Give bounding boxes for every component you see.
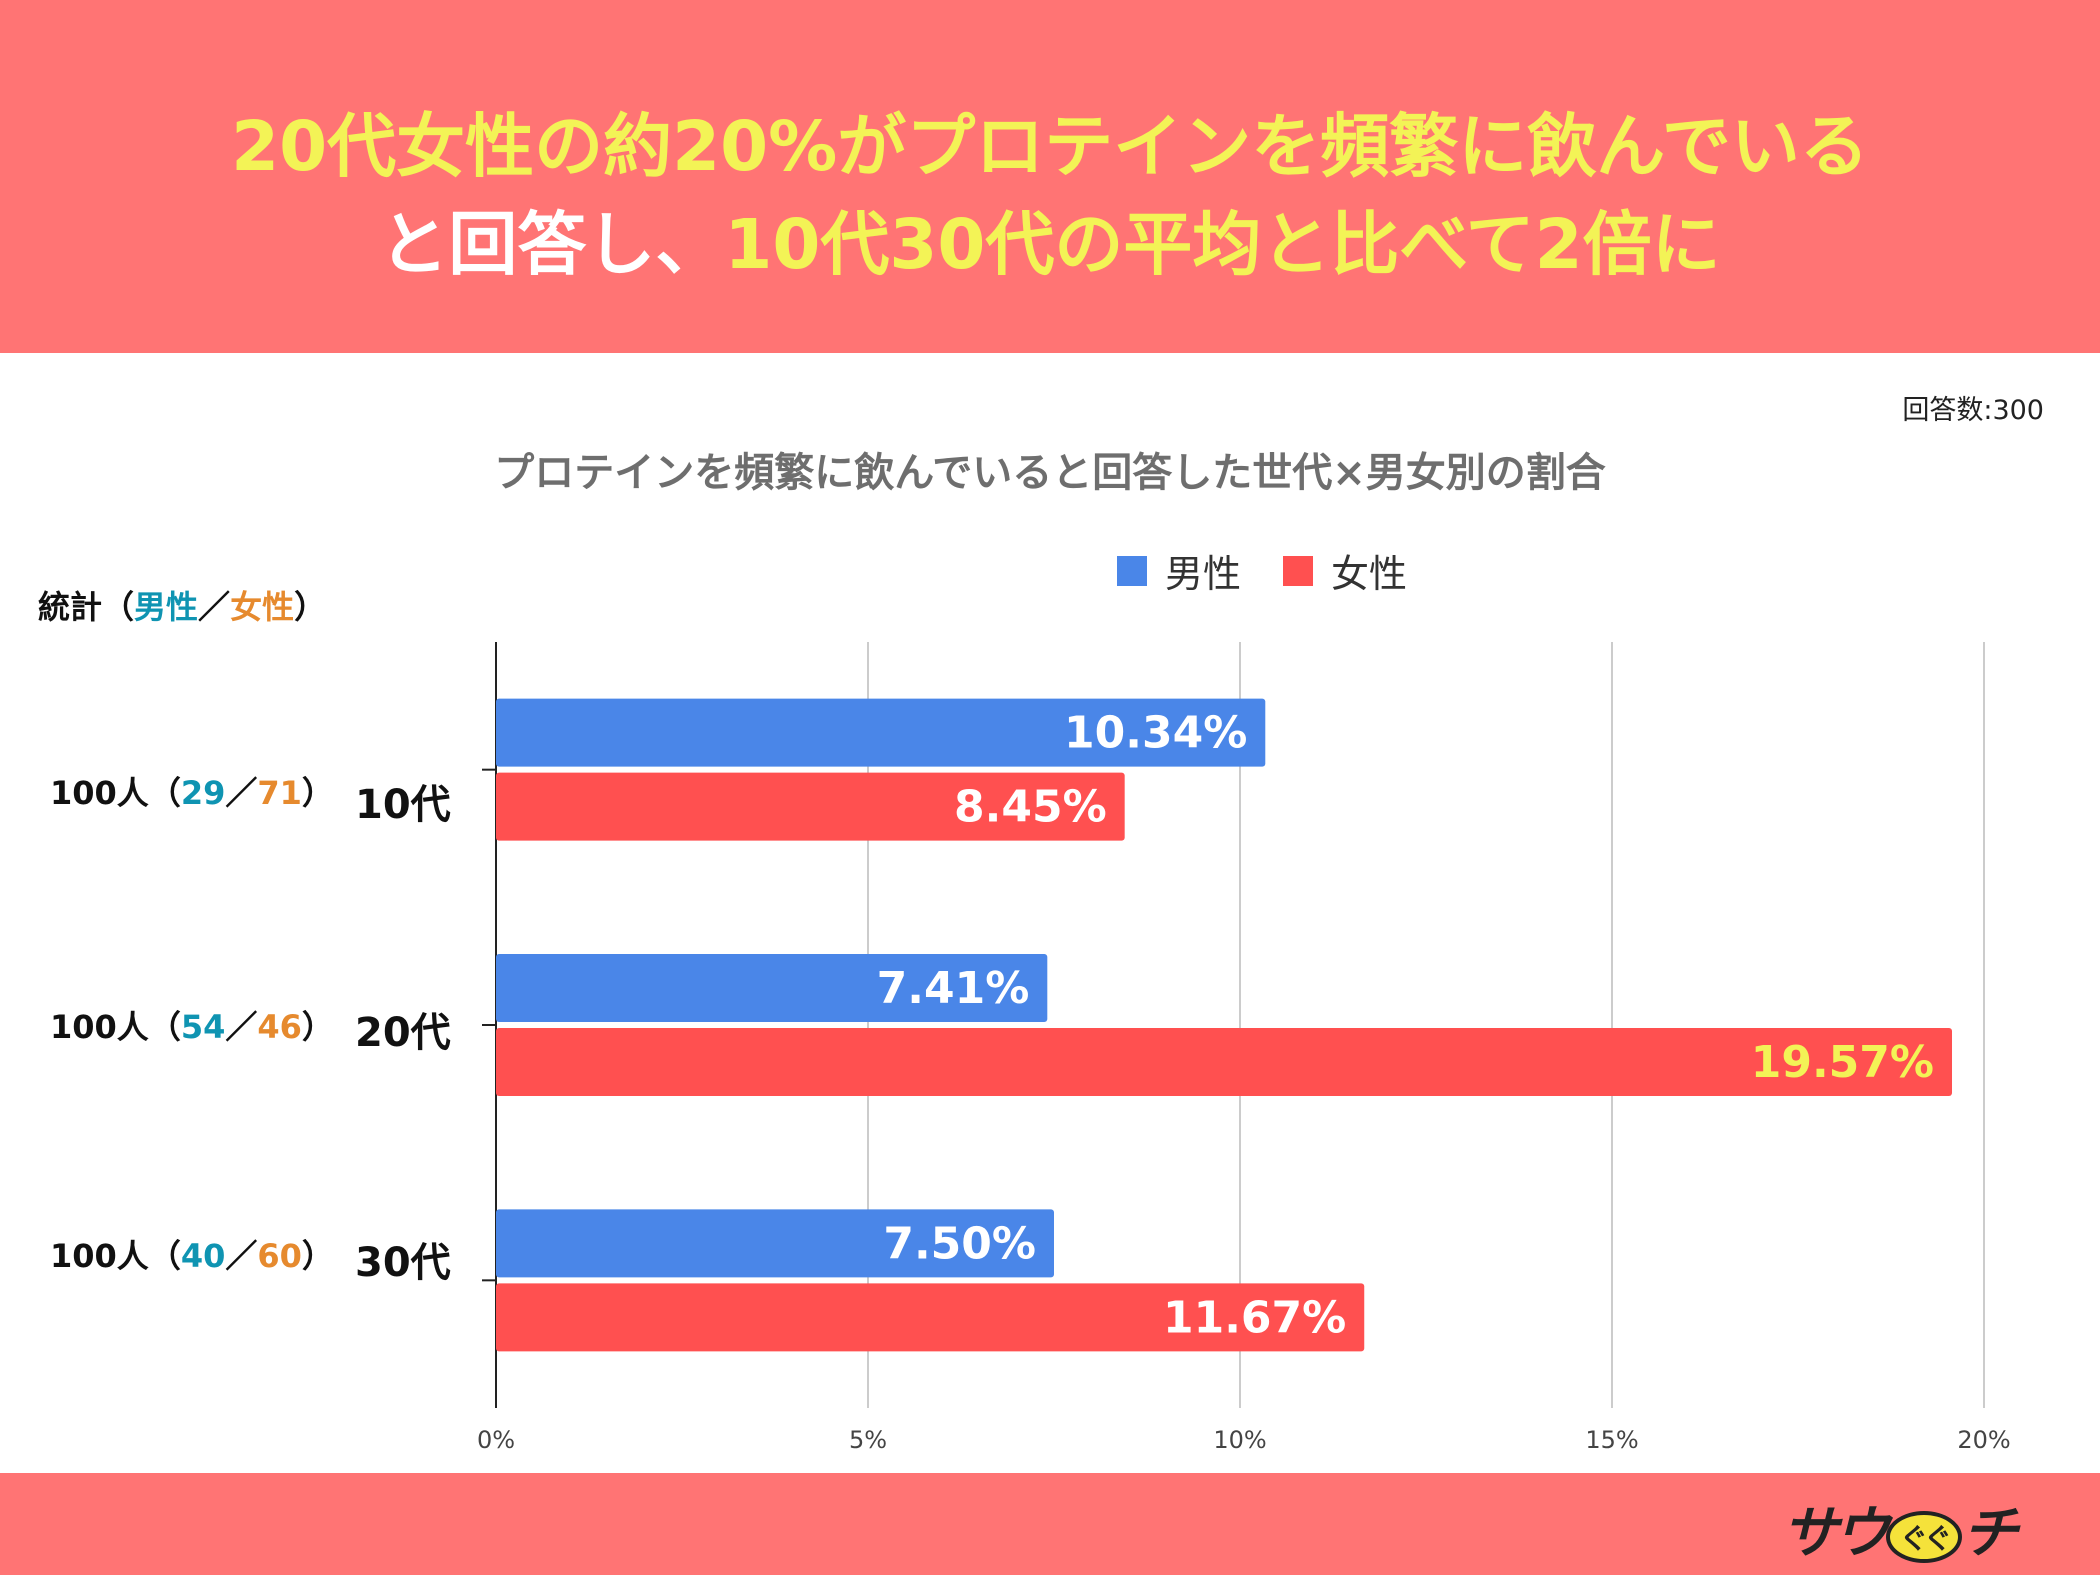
- category-label-20s: 20代: [355, 1010, 451, 1056]
- stats-header-slash: ／: [198, 588, 231, 626]
- logo-text-b: チ: [1962, 1501, 2018, 1566]
- x-tick-label: 5%: [849, 1426, 887, 1454]
- row-female-count: 60: [257, 1237, 302, 1275]
- data-label: 8.45%: [954, 782, 1107, 833]
- bar-male: [496, 1209, 1054, 1278]
- response-count: 回答数:300: [1902, 395, 2044, 426]
- stats-header-label: 統計: [38, 588, 103, 626]
- row-male-count: 40: [180, 1237, 226, 1275]
- row-female-count: 46: [257, 1008, 302, 1046]
- row-slash: ／: [225, 774, 258, 812]
- row-slash: ／: [225, 1237, 258, 1275]
- brand-logo: サウ ぐぐチ: [1782, 1488, 2018, 1569]
- bar-male: [496, 698, 1266, 767]
- row-male-count: 54: [180, 1008, 226, 1046]
- data-label: 7.41%: [877, 963, 1030, 1014]
- stats-header: 統計（男性／女性）: [38, 582, 326, 628]
- row-close: ）: [301, 1008, 334, 1046]
- x-tick-label: 0%: [477, 1426, 515, 1454]
- bar-male: [496, 954, 1048, 1022]
- x-tick-label: 10%: [1213, 1426, 1266, 1454]
- legend-male-swatch: [1117, 555, 1147, 586]
- stats-header-open: （: [102, 588, 135, 626]
- stats-header-close: ）: [294, 588, 327, 626]
- legend-female-label: 女性: [1331, 552, 1408, 596]
- row-stat-30s: 100人（40／60）: [50, 1231, 334, 1277]
- bar-chart: 0% 5% 10% 15% 20% 10.34% 8.45% 7.41% 19.57% 7.50%…: [477, 642, 2011, 1454]
- bar-female: [496, 1028, 1953, 1096]
- row-open: （: [148, 1008, 181, 1046]
- bar-female: [496, 772, 1125, 841]
- row-stat-10s: 100人（29／71）: [50, 768, 334, 814]
- x-tick-label: 20%: [1957, 1426, 2010, 1454]
- footer-banner: [0, 1473, 2100, 1575]
- data-label: 19.57%: [1751, 1037, 1934, 1088]
- header-banner: 20代女性の約20%がプロテインを頻繁に飲んでいる と回答し、10代30代の平均…: [0, 0, 2100, 353]
- category-label-10s: 10代: [355, 782, 451, 828]
- data-label: 10.34%: [1064, 708, 1247, 759]
- category-label-30s: 30代: [355, 1240, 451, 1286]
- chart-legend: 男性 女性: [1117, 543, 1407, 598]
- legend-female-swatch: [1283, 555, 1314, 586]
- legend-male-label: 男性: [1165, 552, 1242, 596]
- logo-ball: ぐぐ: [1886, 1510, 1963, 1563]
- row-total: 100人: [50, 774, 149, 812]
- headline-line-1: 20代女性の約20%がプロテインを頻繁に飲んでいる: [231, 107, 1869, 187]
- row-female-count: 71: [257, 774, 302, 812]
- row-total: 100人: [50, 1237, 149, 1275]
- chart-title: プロテインを頻繁に飲んでいると回答した世代×男女別の割合: [494, 450, 1606, 496]
- headline-line-2-yellow: 10代30代の平均と比べて2倍に: [724, 205, 1721, 285]
- row-open: （: [148, 774, 181, 812]
- row-total: 100人: [50, 1008, 149, 1046]
- row-open: （: [148, 1237, 181, 1275]
- headline-line-2: と回答し、10代30代の平均と比べて2倍に: [0, 188, 2100, 288]
- data-label: 11.67%: [1163, 1292, 1346, 1343]
- row-slash: ／: [225, 1008, 258, 1046]
- data-label: 7.50%: [883, 1218, 1036, 1269]
- stats-header-male: 男性: [134, 588, 199, 626]
- logo-text-a: サウ: [1782, 1501, 1890, 1566]
- row-male-count: 29: [180, 774, 226, 812]
- x-tick-label: 15%: [1585, 1426, 1638, 1454]
- stats-header-female: 女性: [230, 588, 295, 626]
- row-stat-20s: 100人（54／46）: [50, 1002, 334, 1048]
- row-close: ）: [301, 774, 334, 812]
- row-close: ）: [301, 1237, 334, 1275]
- bar-female: [496, 1283, 1365, 1352]
- headline-line-2-white: と回答し、: [379, 205, 725, 285]
